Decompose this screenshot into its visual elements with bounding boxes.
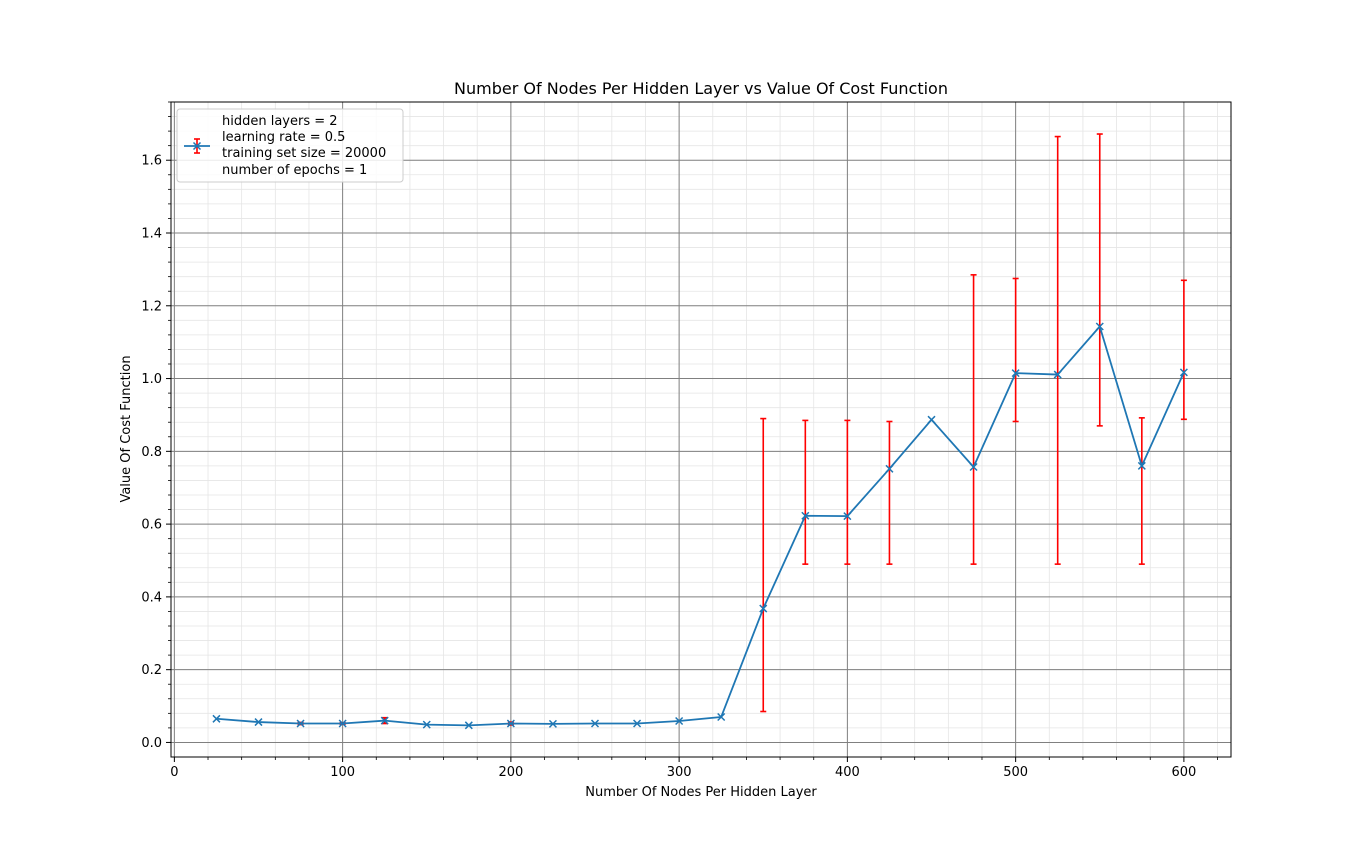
y-tick-label: 0.8 (141, 445, 162, 460)
y-tick-label: 0.4 (141, 590, 162, 605)
x-tick-label: 300 (667, 765, 692, 780)
legend-line-4: number of epochs = 1 (222, 163, 367, 178)
legend-handle (184, 138, 210, 154)
data-point-marker (759, 604, 768, 613)
y-tick-label: 0.6 (141, 518, 162, 533)
data-point-marker (801, 511, 810, 520)
x-tick-label: 500 (1003, 765, 1028, 780)
legend-marker-sample (192, 141, 202, 151)
data-point-marker (843, 512, 852, 521)
data-point-marker (464, 721, 473, 730)
x-tick-label: 200 (498, 765, 523, 780)
chart-title: Number Of Nodes Per Hidden Layer vs Valu… (454, 79, 948, 98)
y-tick-label: 1.0 (141, 372, 162, 387)
data-point-marker (1095, 322, 1104, 331)
error-bars (297, 133, 1187, 726)
x-tick-label: 400 (835, 765, 860, 780)
axes (170, 101, 1232, 758)
y-tick-label: 1.2 (141, 299, 162, 314)
ticks: 0 100 200 300 400 500 600 0.0 0.2 0.4 0.6 0.8 1.0 1.2… (141, 101, 1218, 780)
y-tick-label: 0.0 (141, 736, 162, 751)
data-point-marker (338, 719, 347, 728)
y-tick-label: 1.6 (141, 154, 162, 169)
data-point-marker (296, 719, 305, 728)
axes-frame (170, 101, 1232, 758)
y-axis-label: Value Of Cost Function (119, 355, 134, 502)
data-point-marker (969, 462, 978, 472)
data-point-marker (422, 720, 431, 729)
data-point-marker (212, 714, 221, 723)
data-point-marker (590, 719, 600, 728)
x-axis-label: Number Of Nodes Per Hidden Layer (585, 785, 817, 800)
data-point-marker (1137, 461, 1146, 470)
legend-box (176, 108, 404, 183)
legend-line-2: learning rate = 0.5 (222, 130, 345, 145)
data-point-marker (1053, 370, 1062, 379)
data-point-marker (885, 464, 894, 473)
x-tick-label: 100 (330, 765, 355, 780)
data-point-marker (380, 716, 389, 725)
data-point-marker (675, 716, 684, 726)
data-point-marker (548, 719, 557, 728)
legend-line-3: training set size = 20000 (222, 146, 386, 161)
data-point-marker (506, 719, 515, 728)
data-point-marker (1011, 369, 1020, 378)
x-tick-label: 0 (170, 765, 178, 780)
major-grid (171, 102, 1231, 757)
data-point-marker (633, 719, 642, 728)
series-line-group (216, 325, 1185, 727)
data-point-marker (927, 415, 936, 424)
legend-line-1: hidden layers = 2 (222, 114, 338, 129)
legend: hidden layers = 2 learning rate = 0.5 tr… (176, 108, 404, 183)
x-tick-label: 600 (1171, 765, 1196, 780)
series-line (216, 325, 1185, 727)
data-point-marker (717, 712, 726, 722)
y-tick-label: 1.4 (141, 227, 162, 242)
markers (212, 322, 1188, 730)
data-point-marker (1179, 368, 1188, 377)
data-point-marker (254, 718, 263, 727)
y-tick-label: 0.2 (141, 663, 162, 678)
